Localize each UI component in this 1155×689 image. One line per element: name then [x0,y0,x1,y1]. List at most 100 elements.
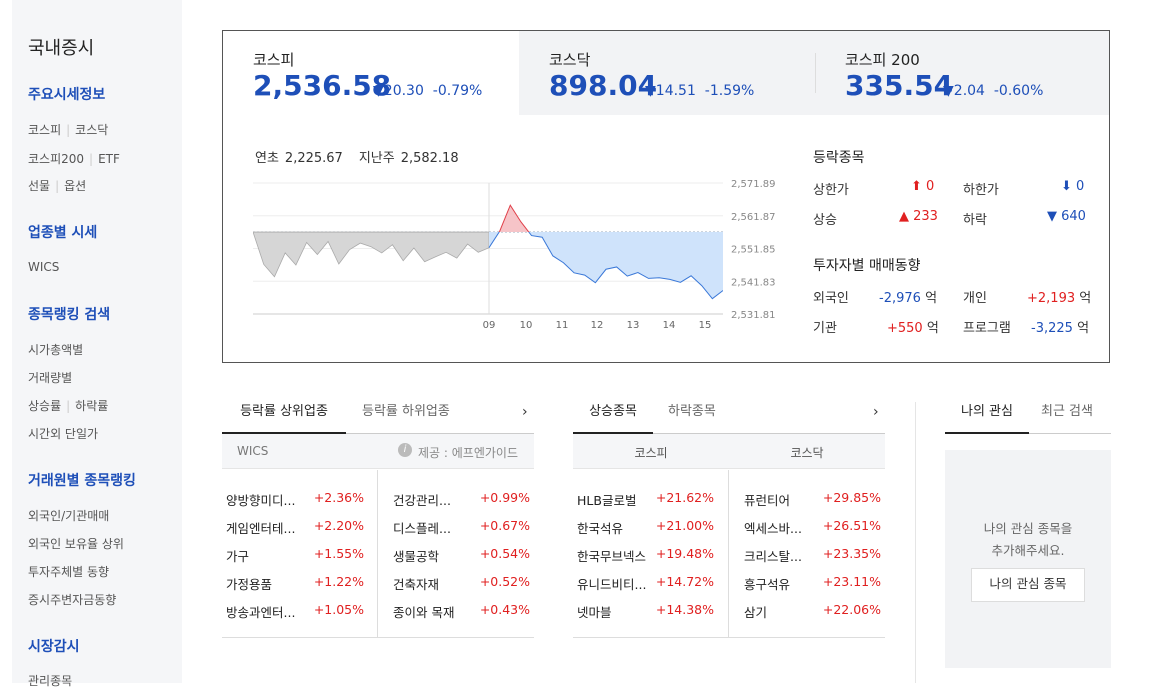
series-line-up [498,204,530,233]
rank-item-name[interactable]: 유니드비티... [577,577,647,592]
rank-item-name[interactable]: 디스플레... [393,521,451,536]
rank-item-name[interactable]: 생물공학 [393,549,440,564]
rank-item-name[interactable]: 게임엔터테... [226,521,296,536]
individual-value: +2,193 억 [1027,291,1092,306]
rank-item-change: +0.99% [479,490,530,505]
kospi-col-label[interactable]: 코스피 [634,446,668,460]
index-change: ▼14.51 -1.59% [645,83,755,99]
x-tick-label: 11 [556,320,569,331]
rank-item-name[interactable]: 방송과엔터... [226,605,296,620]
sidebar-item-kospi[interactable]: 코스피 [28,123,62,137]
chevron-right-icon[interactable]: › [522,404,528,420]
sidebar-item-kosdaq[interactable]: 코스닥 [75,123,109,137]
index-change: ▼20.30 -0.79% [373,83,483,99]
sidebar-section-sector[interactable]: 업종별 시세 [28,225,98,241]
sidebar-row-rise-fall: 상승률 | 하락률 [28,399,109,413]
sidebar-item-etf[interactable]: ETF [98,152,120,166]
rank-item-name[interactable]: 한국무브넥스 [577,549,647,564]
rank-item-name[interactable]: 삼기 [744,605,768,620]
sidebar-item-kospi200[interactable]: 코스피200 [28,152,85,166]
index-name: 코스피 200 [845,51,920,69]
investor-title: 투자자별 매매동향 [813,258,921,274]
sidebar-item-investor[interactable]: 투자주체별 동향 [28,565,110,579]
rank-item-name[interactable]: 양방향미디... [226,493,296,508]
x-tick-label: 14 [663,320,676,331]
add-interest-button[interactable]: 나의 관심 종목 [971,568,1085,602]
tab-top-sectors[interactable]: 등락률 상위업종 [222,398,346,434]
sidebar-item-options[interactable]: 옵션 [64,179,87,193]
wics-label: WICS [237,444,269,458]
sidebar-section-surveillance[interactable]: 시장감시 [28,639,80,655]
program-label: 프로그램 [963,321,1011,336]
y-tick-label: 2,551.85 [731,245,776,256]
sidebar-item-margin[interactable]: 증시주변자금동향 [28,593,117,607]
upper-limit-value: ⬆ 0 [911,179,935,194]
down-value: ▼ 640 [1047,209,1086,224]
down-arrow-icon: ▼ [373,83,384,99]
sidebar-item-fall[interactable]: 하락률 [75,399,109,413]
info-icon[interactable]: i [398,443,412,457]
rank-item-change: +0.43% [479,602,530,617]
tab-falling-stocks[interactable]: 하락종목 [668,404,716,419]
rank-item-name[interactable]: 건축자재 [393,577,440,592]
down-arrow-icon: ▼ [645,83,656,99]
tab-recent-search[interactable]: 최근 검색 [1041,404,1093,419]
sidebar-section-broker[interactable]: 거래원별 종목랭킹 [28,473,136,489]
chevron-right-icon[interactable]: › [873,404,879,420]
rank-item-name[interactable]: 가구 [226,549,250,564]
rank-item-change: +14.38% [655,602,714,617]
sidebar-section-major[interactable]: 주요시세정보 [28,87,106,103]
down-area [489,232,723,299]
sidebar-item-rise[interactable]: 상승률 [28,399,62,413]
sidebar-item-foreign-inst[interactable]: 외국인/기관매매 [28,509,110,523]
rank-item-name[interactable]: 한국석유 [577,521,624,536]
x-tick-label: 12 [591,320,604,331]
rank-item-name[interactable]: 가정용품 [226,577,273,592]
tab-kospi200[interactable]: 코스피 200 335.54 ▼2.04 -0.60% [815,31,1109,115]
tab-my-interest[interactable]: 나의 관심 [945,398,1029,434]
rank-item-change: +0.52% [479,574,530,589]
rank-item-name[interactable]: 퓨런티어 [744,493,791,508]
rank-item-name[interactable]: HLB글로벌 [577,493,637,508]
sector-tabs: 등락률 상위업종 등락률 하위업종 › [222,398,534,434]
empty-msg-1: 나의 관심 종목을 [983,521,1073,536]
inst-value: +550 억 [887,321,939,336]
intraday-chart: 2,571.89 2,561.87 2,551.85 2,541.83 2,531.81… [253,179,776,331]
sidebar-item-foreign-hold[interactable]: 외국인 보유율 상위 [28,537,124,551]
tab-rising-stocks[interactable]: 상승종목 [573,398,653,434]
y-tick-label: 2,561.87 [731,212,776,223]
series-line-down [488,232,723,300]
x-tick-label: 13 [627,320,640,331]
foreign-value: -2,976 억 [879,291,938,306]
up-label: 상승 [813,213,837,228]
sidebar-item-futures[interactable]: 선물 [28,179,51,193]
tab-kosdaq[interactable]: 코스닥 898.04 ▼14.51 -1.59% [519,31,815,115]
sidebar-item-afterhours[interactable]: 시간외 단일가 [28,427,99,441]
tab-bottom-sectors[interactable]: 등락률 하위업종 [362,404,450,419]
y-tick-label: 2,531.81 [731,310,776,321]
rank-item-name[interactable]: 종이와 목재 [393,605,455,620]
foreign-label: 외국인 [813,291,849,306]
rank-item-name[interactable]: 흥구석유 [744,577,791,592]
rank-item-change: +22.06% [822,602,881,617]
program-value: -3,225 억 [1031,321,1090,336]
x-tick-label: 15 [699,320,712,331]
rank-item-name[interactable]: 엑세스바... [744,521,802,536]
tab-kospi[interactable]: 코스피 2,536.58 ▼20.30 -0.79% [223,31,519,115]
rank-item-change: +2.36% [313,490,364,505]
updown-title: 등락종목 [813,150,865,166]
rank-item-name[interactable]: 넷마블 [577,605,612,620]
sidebar-title: 국내증시 [28,38,95,59]
stock-subheader: 코스피 코스닥 [573,434,885,469]
kosdaq-col-label[interactable]: 코스닥 [790,446,824,460]
rank-item-name[interactable]: 건강관리... [393,493,451,508]
sidebar-item-wics[interactable]: WICS [28,260,60,274]
sidebar-item-managed[interactable]: 관리종목 [28,674,73,688]
rank-item-change: +2.20% [313,518,364,533]
rank-item-name[interactable]: 크리스탈... [744,549,802,564]
sidebar-item-marketcap[interactable]: 시가총액별 [28,343,84,357]
sidebar-item-volume[interactable]: 거래량별 [28,371,73,385]
sidebar-section-ranking[interactable]: 종목랭킹 검색 [28,307,111,323]
sidebar-row-indices: 코스피 | 코스닥 [28,123,109,137]
source-label: 제공 : 에프엔가이드 [418,446,518,460]
